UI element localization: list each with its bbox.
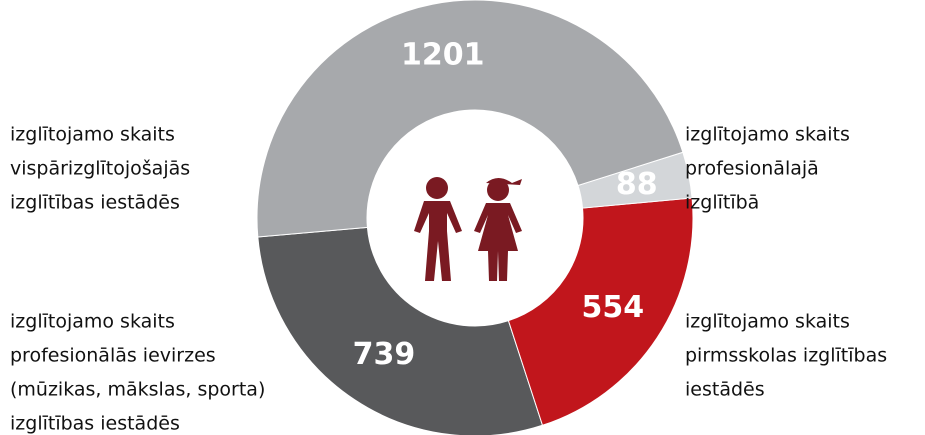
value-label: 739 bbox=[353, 337, 416, 372]
donut-segment bbox=[257, 226, 544, 435]
center-icon bbox=[414, 177, 522, 281]
category-label: profesionālajā bbox=[685, 158, 819, 180]
category-label: izglītojamo skaits bbox=[10, 124, 175, 146]
donut-segment bbox=[507, 197, 694, 426]
value-label: 1201 bbox=[401, 38, 485, 73]
category-label: (mūzikas, mākslas, sporta) bbox=[10, 379, 265, 401]
category-label: izglītības iestādēs bbox=[10, 192, 180, 214]
category-label: izglītojamo skaits bbox=[10, 311, 175, 333]
category-label: izglītības iestādēs bbox=[10, 413, 180, 435]
category-label: izglītībā bbox=[685, 192, 759, 214]
value-label: 88 bbox=[616, 167, 658, 202]
category-label: iestādēs bbox=[685, 379, 765, 401]
category-label: izglītojamo skaits bbox=[685, 311, 850, 333]
category-label: profesionālās ievirzes bbox=[10, 345, 216, 367]
category-label: vispārizglītojošajās bbox=[10, 158, 190, 180]
category-label: pirmsskolas izglītības bbox=[685, 345, 887, 367]
value-label: 554 bbox=[582, 290, 645, 325]
category-label: izglītojamo skaits bbox=[685, 124, 850, 146]
donut-segment bbox=[256, 0, 684, 238]
donut-segment bbox=[577, 151, 693, 209]
